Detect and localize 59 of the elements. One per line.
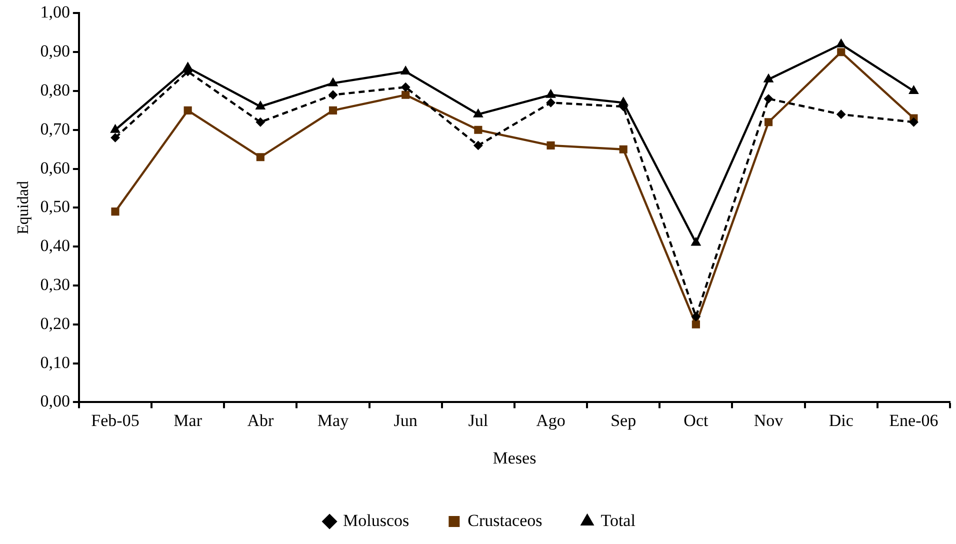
point [908, 86, 919, 94]
y-tick-label: 0,60 [40, 158, 70, 178]
point [546, 89, 556, 98]
point [837, 48, 846, 56]
point [328, 78, 338, 86]
point [256, 153, 264, 162]
y-tick-label: 0,20 [40, 314, 70, 333]
point [764, 74, 774, 82]
x-tick-label: Ago [536, 410, 566, 430]
point [402, 90, 410, 99]
point [691, 237, 701, 246]
point [256, 101, 266, 110]
point [400, 66, 410, 75]
point [619, 145, 628, 154]
point [836, 38, 846, 48]
legend-label: Crustaceos [468, 510, 542, 530]
point [764, 94, 774, 104]
point [111, 208, 120, 216]
point [546, 141, 555, 150]
point [110, 124, 120, 133]
point [764, 118, 773, 126]
point [110, 133, 120, 142]
x-tick-label: Nov [754, 410, 784, 430]
x-tick-label: Oct [684, 410, 708, 430]
point [691, 312, 700, 322]
y-tick-label: 0,00 [40, 392, 70, 411]
y-tick-label: 0,30 [40, 274, 70, 294]
y-tick-label: 0,50 [40, 197, 70, 216]
y-tick-label: 0,40 [40, 236, 70, 256]
point [474, 126, 482, 134]
x-tick-label: Feb-05 [91, 410, 140, 430]
x-tick-label: Jul [468, 410, 488, 430]
x-tick-label: Dic [828, 410, 854, 430]
y-tick-label: 1,00 [40, 2, 70, 22]
point [184, 106, 192, 114]
x-tick-label: May [317, 410, 350, 430]
point [328, 90, 338, 100]
y-tick-label: 0,10 [40, 352, 70, 372]
point [692, 320, 700, 328]
y-tick-label: 0,80 [40, 80, 70, 100]
y-tick-label: 0,70 [40, 119, 70, 138]
point [836, 110, 846, 119]
legend-label: Moluscos [343, 510, 410, 530]
x-tick-label: Abr [247, 410, 274, 430]
y-axis-title: Equidad [14, 181, 32, 234]
x-tick-label: Jun [394, 410, 418, 430]
point [473, 108, 484, 118]
point [546, 98, 556, 108]
point [256, 118, 265, 127]
point [328, 106, 338, 114]
x-axis-title: Meses [492, 448, 536, 468]
point [474, 140, 483, 150]
point [401, 82, 410, 92]
x-tick-label: Sep [610, 410, 636, 430]
x-tick-label: Mar [174, 410, 202, 430]
legend-label: Total [600, 510, 636, 530]
point [909, 118, 918, 127]
y-tick-label: 0,90 [40, 42, 70, 61]
x-tick-label: Ene-06 [889, 410, 938, 430]
